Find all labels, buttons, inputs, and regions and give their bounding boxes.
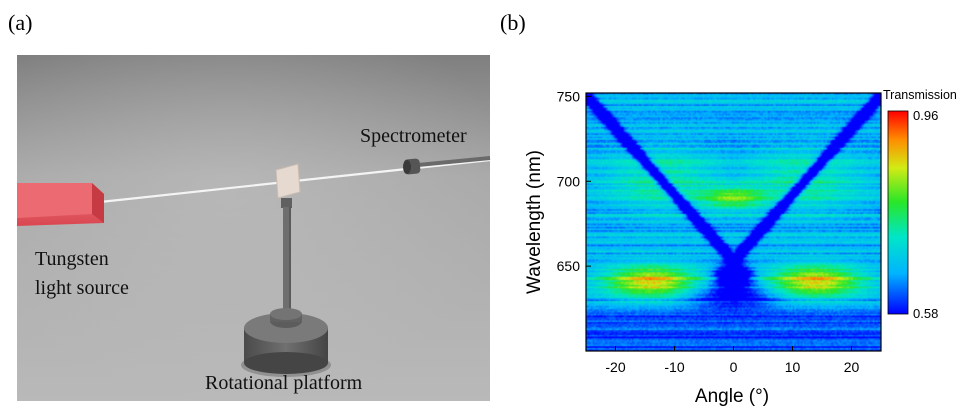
transmission-heatmap bbox=[586, 93, 881, 351]
tungsten-label-line2: light source bbox=[35, 277, 129, 299]
heatmap-image bbox=[586, 93, 881, 351]
support-post bbox=[283, 207, 290, 314]
colorbar-scale bbox=[887, 110, 909, 315]
x-tick-label: 10 bbox=[785, 359, 801, 375]
panel-b-label: (b) bbox=[500, 10, 526, 35]
spectrometer-label: Spectrometer bbox=[360, 125, 467, 147]
colorbar-max-label: 0.96 bbox=[913, 108, 938, 123]
y-axis: 650 700 750 bbox=[557, 88, 591, 274]
spectrometer-connector bbox=[403, 156, 491, 175]
panel-a-label: (a) bbox=[8, 10, 32, 35]
y-tick-label: 700 bbox=[557, 173, 581, 189]
x-tick-label: 0 bbox=[730, 359, 738, 375]
rotational-platform bbox=[241, 308, 331, 377]
tungsten-light-source bbox=[17, 183, 104, 226]
y-tick-label: 650 bbox=[557, 258, 581, 274]
colorbar: Transmission 0.96 0.58 bbox=[883, 88, 957, 321]
setup-illustration: Tungsten light source Spectrometer Rotat… bbox=[17, 55, 491, 401]
x-tick-label: -10 bbox=[664, 359, 684, 375]
x-tick-label: -20 bbox=[605, 359, 625, 375]
tungsten-label-line1: Tungsten bbox=[35, 248, 109, 270]
sample-holder bbox=[275, 163, 301, 208]
y-tick-label: 750 bbox=[557, 88, 581, 104]
colorbar-title: Transmission bbox=[883, 88, 957, 102]
y-axis-label: Wavelength (nm) bbox=[524, 150, 545, 294]
x-axis-label: Angle (°) bbox=[695, 386, 769, 407]
platform-label: Rotational platform bbox=[205, 372, 363, 394]
x-axis: -20 -10 0 10 20 bbox=[605, 346, 859, 375]
colorbar-min-label: 0.58 bbox=[913, 306, 938, 321]
x-tick-label: 20 bbox=[844, 359, 860, 375]
